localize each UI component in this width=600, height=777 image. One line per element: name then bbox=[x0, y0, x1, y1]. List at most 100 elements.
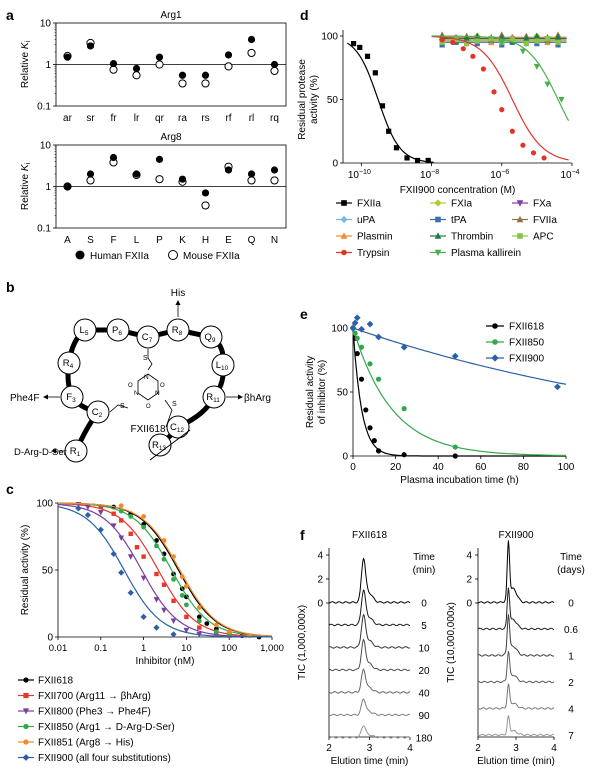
compound-label: FXII618 bbox=[130, 424, 165, 435]
chromatogram-trace bbox=[328, 557, 411, 604]
panel-label-b: b bbox=[6, 279, 15, 295]
legend-marker bbox=[341, 200, 347, 206]
category-label: rs bbox=[201, 113, 209, 124]
data-point bbox=[134, 545, 140, 550]
oxygen-atom: O bbox=[160, 383, 165, 389]
category-label: P bbox=[156, 235, 163, 246]
data-point bbox=[161, 556, 167, 562]
y-tick-label: 0 bbox=[342, 452, 348, 463]
data-point bbox=[196, 614, 202, 620]
x-tick-label: 1 bbox=[141, 643, 146, 654]
y-axis-label: Relative Ki bbox=[20, 40, 32, 88]
data-point bbox=[183, 627, 190, 634]
mouse-point bbox=[86, 176, 95, 185]
mouse-point bbox=[132, 71, 141, 80]
human-point bbox=[63, 182, 72, 191]
data-point bbox=[533, 32, 541, 39]
mouse-point bbox=[201, 79, 210, 88]
data-point bbox=[197, 625, 202, 630]
oxygen-atom: O bbox=[146, 404, 151, 410]
annotation-darg-dser: D-Arg-D-Ser bbox=[14, 447, 67, 458]
mouse-point bbox=[178, 79, 187, 88]
data-point bbox=[161, 538, 167, 543]
data-point bbox=[118, 535, 125, 541]
data-point bbox=[358, 325, 365, 333]
category-label: fr bbox=[110, 113, 117, 124]
chromatogram-trace bbox=[328, 725, 411, 739]
chromatogram-trace bbox=[328, 589, 411, 627]
category-label: A bbox=[64, 235, 71, 246]
data-point bbox=[179, 574, 185, 580]
category-label: H bbox=[202, 235, 209, 246]
legend-marker-human bbox=[75, 250, 85, 260]
data-point bbox=[372, 70, 378, 76]
x-tick-label: 2 bbox=[475, 743, 481, 754]
x-tick-label: 100 bbox=[221, 643, 237, 654]
data-point bbox=[161, 582, 167, 587]
time-label: 5 bbox=[421, 621, 427, 632]
residue-label: Q9 bbox=[204, 332, 215, 344]
data-point bbox=[354, 351, 360, 357]
panel-e-plot: 0 50 100 0 20 40 60 80 100 Plasma incubation time… bbox=[305, 314, 575, 486]
human-point bbox=[109, 153, 118, 162]
data-point bbox=[470, 53, 476, 59]
fit-curve bbox=[352, 327, 567, 457]
x-tick-label: 1,000 bbox=[260, 643, 284, 654]
x-tick-label: 3 bbox=[367, 743, 373, 754]
legend-label: FXIIa bbox=[357, 199, 381, 210]
y-tick-label: 50 bbox=[327, 95, 339, 106]
fit-curve bbox=[57, 503, 272, 638]
fit-curve bbox=[352, 327, 566, 457]
arrow-head bbox=[51, 448, 56, 454]
plot-title: FXII618 bbox=[352, 530, 387, 541]
residue-label: R8 bbox=[172, 325, 183, 337]
data-point bbox=[110, 523, 117, 529]
residue-circle bbox=[64, 439, 88, 463]
x-tick-label: 10−6 bbox=[490, 169, 509, 181]
data-point bbox=[541, 155, 547, 161]
data-point bbox=[127, 589, 134, 596]
data-point bbox=[533, 63, 541, 70]
category-label: ra bbox=[178, 113, 187, 124]
time-label: 0 bbox=[421, 599, 427, 610]
data-point bbox=[371, 438, 377, 444]
mouse-point bbox=[224, 62, 233, 71]
legend-marker bbox=[23, 692, 29, 699]
residue-circle bbox=[199, 325, 223, 349]
legend-label: FXII900 (all four substitutions) bbox=[38, 753, 171, 764]
panel-a-arg1-plot: Arg1 10 1 0.1 Relative Ki ar sr fr lr qr ra rs rf rl r… bbox=[20, 10, 287, 124]
category-label: rq bbox=[270, 113, 279, 124]
residue-circle bbox=[166, 318, 190, 342]
nitrogen-atom: N bbox=[134, 390, 139, 397]
data-point bbox=[452, 453, 458, 459]
legend-label: Plasmin bbox=[357, 232, 393, 243]
data-point bbox=[367, 361, 373, 367]
annotation-phe4f: Phe4F bbox=[10, 393, 39, 404]
data-point bbox=[386, 128, 392, 134]
data-point bbox=[451, 352, 459, 360]
human-point bbox=[109, 60, 118, 68]
human-point bbox=[201, 71, 210, 79]
x-tick-label: 20 bbox=[390, 462, 402, 473]
data-point bbox=[153, 597, 160, 603]
residue-label: L5 bbox=[80, 325, 89, 337]
residue-label: F3 bbox=[66, 392, 76, 404]
residue-circle bbox=[86, 400, 110, 424]
human-point bbox=[270, 60, 279, 69]
residue-label: R1 bbox=[70, 446, 81, 458]
fit-curve bbox=[347, 42, 434, 163]
plot-title: Arg1 bbox=[160, 10, 182, 21]
human-point bbox=[247, 170, 256, 178]
x-tick-label: 10−10 bbox=[348, 169, 371, 181]
residue-circle bbox=[148, 433, 172, 457]
x-tick-label: 0 bbox=[350, 462, 356, 473]
fit-curve bbox=[57, 506, 273, 638]
legend-label: FXII618 bbox=[509, 322, 544, 333]
time-label: 0 bbox=[568, 599, 574, 610]
residue-label: C2 bbox=[92, 407, 103, 419]
plot-title: FXII900 bbox=[498, 530, 533, 541]
category-label: sr bbox=[86, 113, 95, 124]
chromatogram-trace bbox=[477, 650, 555, 684]
legend-marker bbox=[516, 200, 524, 207]
legend-marker bbox=[434, 199, 442, 207]
